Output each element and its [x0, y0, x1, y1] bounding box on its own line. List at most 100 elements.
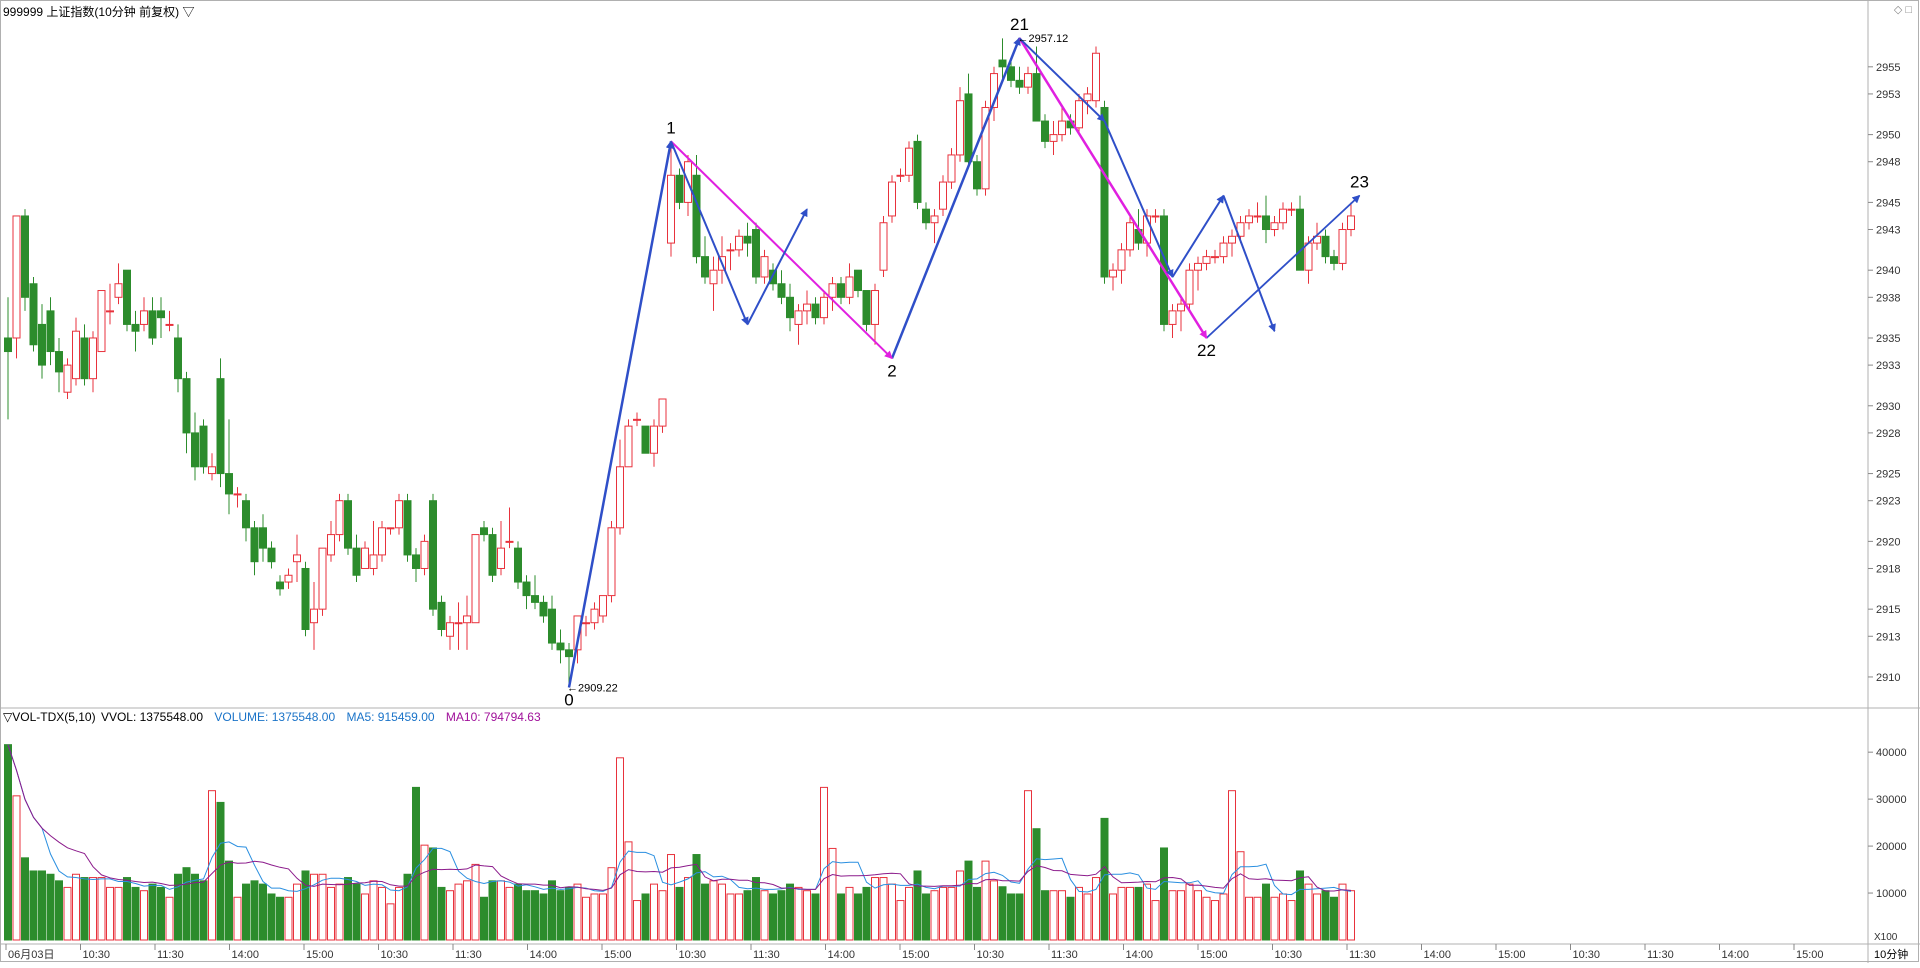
- volume-tick-label: 30000: [1876, 794, 1907, 806]
- candle-body: [1117, 249, 1126, 271]
- price-annotation: ←2957.12: [1018, 33, 1069, 45]
- candle-body: [1304, 242, 1313, 271]
- time-tick-label: 14:00: [1126, 949, 1154, 961]
- candle-body: [973, 161, 981, 190]
- volume-bar: [871, 877, 879, 941]
- candle-body: [556, 642, 565, 651]
- volume-bar: [658, 890, 667, 941]
- volume-bar: [97, 877, 106, 941]
- candle-body: [267, 547, 276, 563]
- sub-wave-1: [746, 208, 808, 325]
- price-tick-label: 2953: [1876, 89, 1900, 101]
- volume-bar: [1143, 883, 1151, 941]
- candle-body: [233, 493, 242, 496]
- time-tick-label: 11:30: [1647, 949, 1674, 961]
- candle-body: [862, 290, 871, 325]
- volume-bar: [692, 854, 701, 941]
- volume-bar: [879, 877, 888, 941]
- time-tick-label: 15:00: [306, 949, 334, 961]
- candle-body: [191, 432, 199, 468]
- volume-bar: [718, 883, 726, 941]
- candle-body: [871, 290, 879, 325]
- volume-bar: [301, 870, 310, 941]
- time-tick-label: 10:30: [679, 949, 707, 961]
- volume-bar: [191, 873, 199, 941]
- volume-bar: [947, 886, 956, 941]
- volume-bar: [1151, 900, 1160, 941]
- volume-bar: [276, 896, 284, 941]
- candle-body: [794, 310, 803, 325]
- security-name: 上证指数: [46, 5, 95, 19]
- volume-bar: [735, 893, 743, 941]
- volume-tick-label: 20000: [1876, 841, 1907, 853]
- time-tick-label: 10:30: [83, 949, 111, 961]
- volume-bar: [1041, 890, 1049, 941]
- volume-bar: [556, 890, 565, 941]
- candle-body: [318, 547, 327, 610]
- volume-indicator-name[interactable]: ▽VOL-TDX(5,10): [3, 710, 96, 724]
- volume-bar: [1024, 790, 1032, 941]
- volume-bar: [378, 886, 386, 941]
- volume-bar: [1058, 890, 1066, 941]
- candle-body: [947, 154, 956, 183]
- candle-body: [378, 527, 386, 556]
- candle-body: [1185, 269, 1194, 305]
- candle-body: [1219, 242, 1228, 258]
- volume-tick-label: 40000: [1876, 747, 1907, 759]
- candle-body: [242, 500, 250, 529]
- price-tick-label: 2940: [1876, 265, 1900, 277]
- candle-body: [386, 527, 395, 530]
- candle-body: [573, 615, 582, 651]
- volume-bar: [726, 893, 735, 941]
- volume-bar: [905, 886, 913, 941]
- candle-body: [1015, 79, 1024, 88]
- time-tick-label: 14:00: [1722, 949, 1750, 961]
- candle-body: [301, 567, 310, 630]
- volume-bar: [46, 873, 55, 941]
- volume-bar: [55, 880, 63, 941]
- restore-icon[interactable]: ◇: [1893, 4, 1903, 16]
- candle-body: [896, 174, 905, 177]
- candle-body: [539, 601, 548, 617]
- wave-leg-22-23: [1205, 194, 1361, 339]
- maximize-icon[interactable]: □: [1905, 4, 1912, 16]
- candle-body: [293, 554, 301, 563]
- volume-bar: [1134, 886, 1143, 941]
- price-tick-label: 2943: [1876, 225, 1900, 237]
- volume-bar: [1126, 886, 1134, 941]
- volume-tick-label: 10000: [1876, 888, 1907, 900]
- candle-body: [429, 500, 437, 610]
- candle-body: [471, 534, 480, 624]
- candle-body: [1075, 100, 1083, 129]
- candle-body: [905, 147, 913, 176]
- volume-bar: [284, 896, 293, 941]
- price-tick-label: 2920: [1876, 536, 1900, 548]
- volume-bar: [259, 883, 267, 941]
- candle-body: [692, 174, 701, 258]
- volume-bar: [471, 863, 480, 941]
- candle-body: [1109, 269, 1117, 278]
- candles-group: [4, 38, 1355, 684]
- volume-bar: [1347, 890, 1355, 941]
- candle-body: [310, 608, 318, 624]
- header-menu-icon[interactable]: ▽: [182, 5, 195, 19]
- time-tick-label: 14:00: [1424, 949, 1452, 961]
- volume-bar: [1075, 886, 1083, 941]
- sub-wave-2: [1103, 120, 1174, 278]
- volume-bar: [539, 893, 548, 941]
- volume-bar: [165, 896, 174, 941]
- volume-bar: [701, 883, 709, 941]
- volume-bar: [114, 886, 123, 941]
- volume-bar: [1270, 896, 1279, 941]
- volume-bar: [854, 893, 862, 941]
- candle-body: [488, 534, 497, 576]
- volume-bar: [106, 886, 114, 941]
- volume-bar: [242, 883, 250, 941]
- candle-body: [1279, 208, 1287, 224]
- candle-body: [650, 425, 658, 454]
- wave-leg-21-22: [1018, 37, 1208, 339]
- chart-header: 999999 上证指数(10分钟 前复权) ▽: [3, 3, 194, 20]
- time-tick-label: 11:30: [157, 949, 184, 961]
- vvol-value: VVOL: 1375548.00: [100, 710, 204, 724]
